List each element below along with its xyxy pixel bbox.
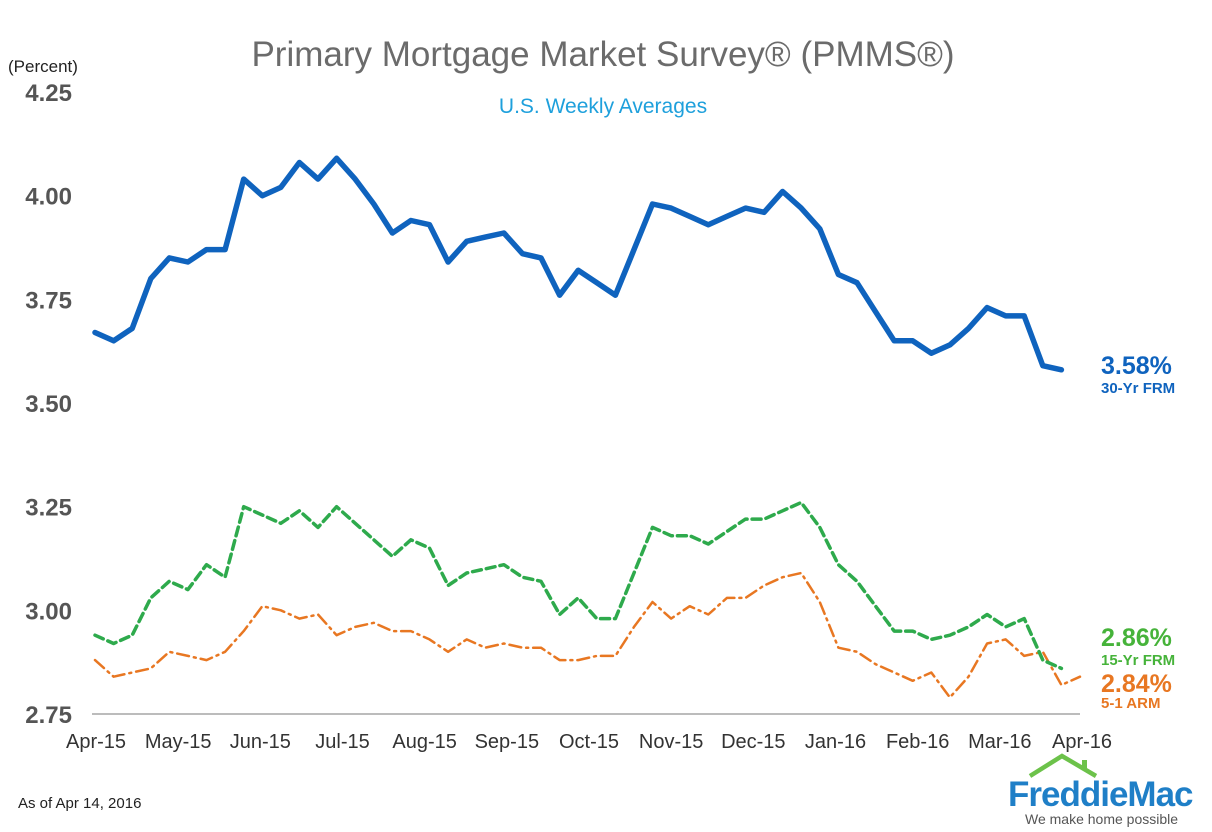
end-name-5-1-arm: 5-1 ARM xyxy=(1101,695,1160,712)
y-axis-ticks: 4.25 4.00 3.75 3.50 3.25 3.00 2.75 xyxy=(25,80,72,729)
x-tick-label: Dec-15 xyxy=(721,731,785,753)
chart-subtitle: U.S. Weekly Averages xyxy=(499,95,707,118)
x-tick-label: Mar-16 xyxy=(968,731,1031,753)
chart-title: Primary Mortgage Market Survey® (PMMS®) xyxy=(251,35,954,74)
y-tick-label: 3.50 xyxy=(25,391,72,418)
x-tick-label: May-15 xyxy=(145,731,212,753)
x-tick-label: Jan-16 xyxy=(805,731,866,753)
series-line-15-yr-frm xyxy=(93,500,1064,671)
logo-tagline: We make home possible xyxy=(1025,811,1178,827)
freddie-mac-logo: FreddieMac We make home possible xyxy=(1008,753,1194,827)
end-name-30-yr-frm: 30-Yr FRM xyxy=(1101,380,1175,397)
end-value-5-1-arm: 2.84% xyxy=(1101,670,1172,698)
x-tick-label: Jun-15 xyxy=(230,731,291,753)
end-value-15-yr-frm: 2.86% xyxy=(1101,624,1172,652)
x-tick-label: Jul-15 xyxy=(315,731,369,753)
y-tick-label: 3.75 xyxy=(25,287,72,314)
x-tick-label: Apr-15 xyxy=(66,731,126,753)
series-layer xyxy=(92,155,1082,699)
end-name-15-yr-frm: 15-Yr FRM xyxy=(1101,652,1175,669)
x-tick-label: Aug-15 xyxy=(392,731,457,753)
end-value-30-yr-frm: 3.58% xyxy=(1101,352,1172,380)
y-tick-label: 4.25 xyxy=(25,80,72,107)
y-axis-unit-label: (Percent) xyxy=(8,57,78,76)
x-tick-label: Apr-16 xyxy=(1052,731,1112,753)
x-tick-label: Oct-15 xyxy=(559,731,619,753)
series-line-5-1-arm xyxy=(93,571,1082,699)
y-tick-label: 3.00 xyxy=(25,598,72,625)
y-tick-label: 3.25 xyxy=(25,495,72,522)
house-chimney-icon xyxy=(1082,760,1087,770)
series-line-30-yr-frm xyxy=(92,155,1065,373)
as-of-date: As of Apr 14, 2016 xyxy=(18,795,141,812)
y-tick-label: 2.75 xyxy=(25,702,72,729)
x-tick-label: Sep-15 xyxy=(475,731,540,753)
y-tick-label: 4.00 xyxy=(25,184,72,211)
x-tick-label: Nov-15 xyxy=(639,731,703,753)
x-axis-ticks: Apr-15 May-15 Jun-15 Jul-15 Aug-15 Sep-15 Oct-… xyxy=(66,731,1112,753)
logo-wordmark: FreddieMac xyxy=(1008,775,1193,814)
x-tick-label: Feb-16 xyxy=(886,731,949,753)
